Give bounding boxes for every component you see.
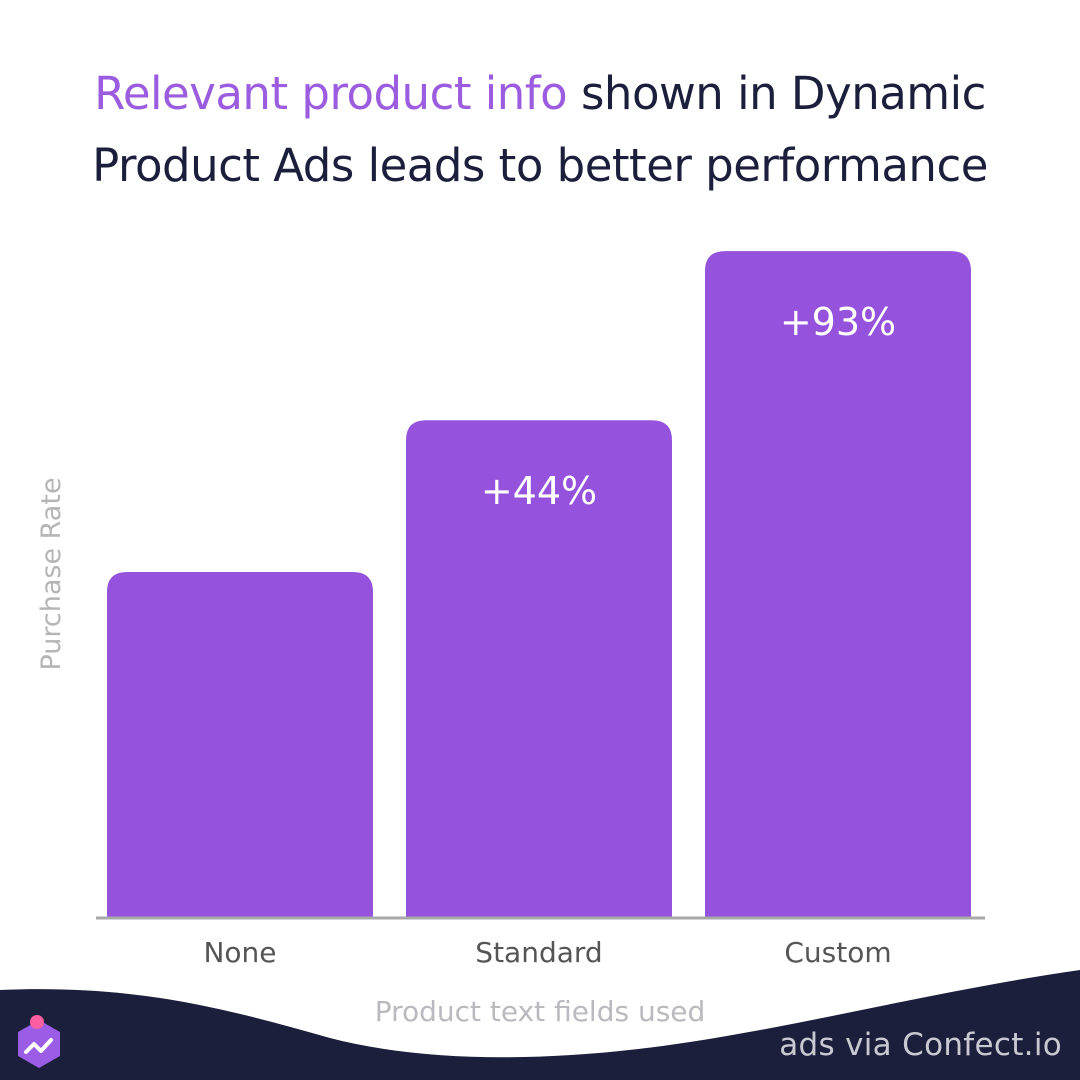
title-highlight: Relevant product info [94, 67, 568, 120]
x-axis-label: Product text fields used [374, 995, 706, 1028]
x-tick-labels: None Standard Custom [203, 936, 891, 969]
x-tick-label-none: None [203, 936, 276, 969]
title-line-1: Relevant product info shown in Dynamic [0, 58, 1080, 130]
confect-logo-icon [18, 1015, 60, 1068]
data-label-standard: +44% [481, 469, 597, 513]
y-axis-label: Purchase Rate [36, 477, 67, 670]
bar-standard [406, 420, 672, 917]
x-tick-label-standard: Standard [475, 936, 602, 969]
footer-background [0, 970, 1080, 1080]
title-line-1-rest: shown in Dynamic [567, 67, 986, 120]
title-line-2: Product Ads leads to better performance [92, 139, 988, 192]
footer-credit: ads via Confect.io [779, 1027, 1062, 1063]
chart-title: Relevant product info shown in Dynamic P… [0, 58, 1080, 202]
bar-custom [705, 251, 971, 917]
bar-none [107, 572, 373, 917]
x-tick-label-custom: Custom [784, 936, 891, 969]
data-label-custom: +93% [780, 300, 896, 344]
bars-group: +44% +93% [107, 251, 971, 917]
